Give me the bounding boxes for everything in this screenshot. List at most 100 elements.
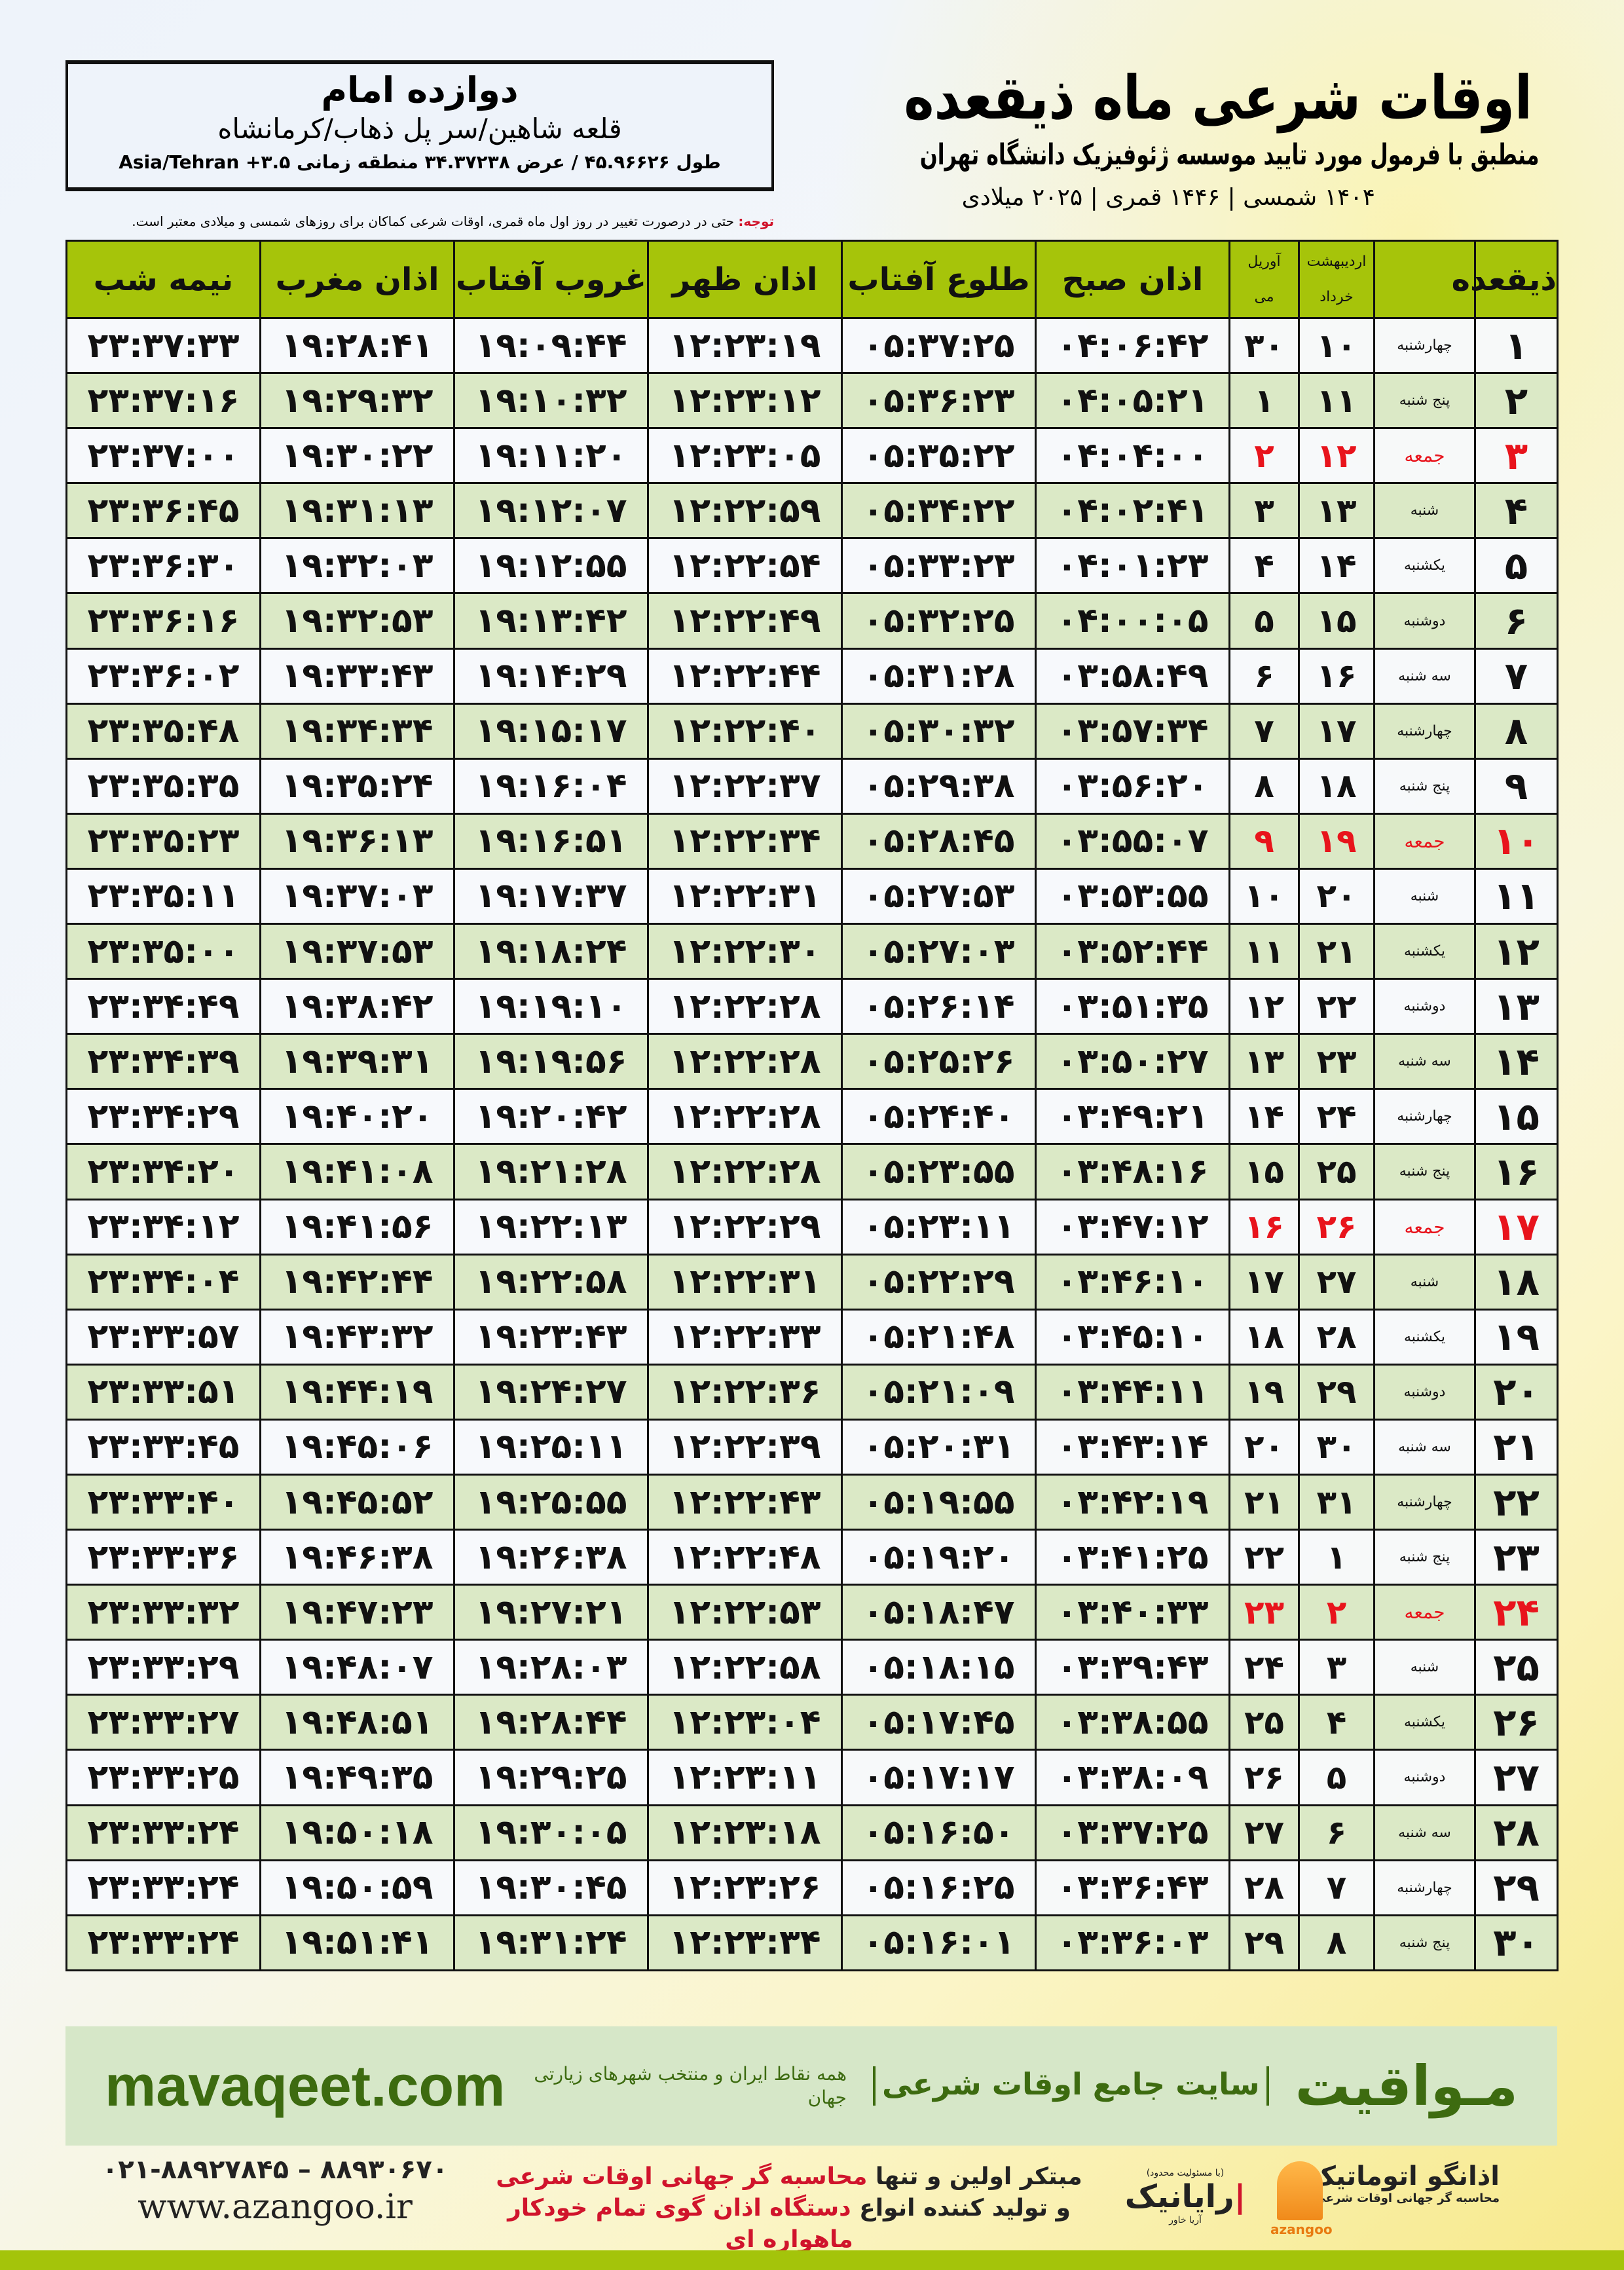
- table-row: ۲۰ دوشنبه ۲۹ ۱۹ ۰۳:۴۴:۱۱ ۰۵:۲۱:۰۹ ۱۲:۲۲:۳۶ ۱۹:۲…: [65, 1363, 1559, 1421]
- cell-gregorian-day: ۱۸: [1228, 1308, 1300, 1366]
- cell-fajr: ۰۳:۳۷:۲۵: [1035, 1804, 1230, 1861]
- table-row: ۸ چهارشنبه ۱۷ ۷ ۰۳:۵۷:۳۴ ۰۵:۳۰:۳۲ ۱۲:۲۲:۴۰ ۱۹:۱…: [65, 702, 1559, 760]
- cell-weekday: جمعه: [1373, 812, 1476, 870]
- cell-maghrib: ۱۹:۳۹:۳۱: [259, 1033, 455, 1090]
- table-row: ۶ دوشنبه ۱۵ ۵ ۰۴:۰۰:۰۵ ۰۵:۳۲:۲۵ ۱۲:۲۲:۴۹ ۱۹:۱۳:…: [65, 592, 1559, 650]
- cell-day: ۲۸: [1474, 1804, 1559, 1861]
- cell-day: ۱۰: [1474, 812, 1559, 870]
- cell-day: ۱۹: [1474, 1308, 1559, 1366]
- cell-midnight: ۲۳:۳۴:۴۹: [65, 978, 261, 1035]
- cell-maghrib: ۱۹:۳۵:۲۴: [259, 757, 455, 815]
- cell-sunset: ۱۹:۲۱:۲۸: [453, 1143, 649, 1200]
- cell-sunset: ۱۹:۱۲:۵۵: [453, 537, 649, 595]
- cell-fajr: ۰۳:۳۸:۵۵: [1035, 1694, 1230, 1751]
- cell-fajr: ۰۳:۵۲:۴۴: [1035, 923, 1230, 980]
- cell-sunset: ۱۹:۱۴:۲۹: [453, 647, 649, 705]
- cell-sunrise: ۰۵:۱۶:۵۰: [841, 1804, 1037, 1861]
- cell-weekday: سه شنبه: [1373, 1033, 1476, 1090]
- cell-midnight: ۲۳:۳۳:۲۴: [65, 1914, 261, 1971]
- cell-day: ۱: [1474, 316, 1559, 375]
- cell-weekday: چهارشنبه: [1373, 1088, 1476, 1145]
- cell-sunrise: ۰۵:۱۹:۵۵: [841, 1473, 1037, 1531]
- cell-midnight: ۲۳:۳۵:۳۵: [65, 757, 261, 815]
- cell-maghrib: ۱۹:۳۸:۴۲: [259, 978, 455, 1035]
- cell-sunset: ۱۹:۱۲:۰۷: [453, 482, 649, 540]
- cell-fajr: ۰۴:۰۴:۰۰: [1035, 427, 1230, 485]
- cell-maghrib: ۱۹:۵۱:۴۱: [259, 1914, 455, 1971]
- header-dhuhr: اذان ظهر: [647, 240, 843, 319]
- cell-sunset: ۱۹:۲۵:۱۱: [453, 1418, 649, 1476]
- table-row: ۲۷ دوشنبه ۵ ۲۶ ۰۳:۳۸:۰۹ ۰۵:۱۷:۱۷ ۱۲:۲۳:۱۱ ۱۹:۲۹…: [65, 1749, 1559, 1806]
- banner-site-link[interactable]: mavaqeet.com: [105, 2053, 506, 2118]
- header-shamsi: اردیبهشت خرداد: [1298, 240, 1375, 319]
- cell-fajr: ۰۴:۰۲:۴۱: [1035, 482, 1230, 540]
- contact-info: ۰۲۱-۸۸۹۲۷۸۴۵ – ۸۸۹۳۰۶۷۰ www.azangoo.ir: [79, 2155, 471, 2227]
- cell-maghrib: ۱۹:۳۲:۰۳: [259, 537, 455, 595]
- cell-dhuhr: ۱۲:۲۲:۲۸: [647, 1143, 843, 1200]
- rayanik-name: رایانیک: [1124, 2178, 1234, 2215]
- cell-dhuhr: ۱۲:۲۲:۲۹: [647, 1198, 843, 1256]
- cell-shamsi-day: ۱۸: [1298, 757, 1375, 815]
- banner-slogan: سایت جامع اوقات شرعی: [866, 2066, 1276, 2106]
- cell-dhuhr: ۱۲:۲۲:۳۱: [647, 867, 843, 925]
- cell-weekday: چهارشنبه: [1373, 702, 1476, 760]
- cell-dhuhr: ۱۲:۲۲:۵۳: [647, 1584, 843, 1641]
- cell-sunrise: ۰۵:۱۸:۴۷: [841, 1584, 1037, 1641]
- cell-gregorian-day: ۲۰: [1228, 1418, 1300, 1476]
- cell-sunrise: ۰۵:۳۷:۲۵: [841, 316, 1037, 375]
- table-row: ۲۸ سه شنبه ۶ ۲۷ ۰۳:۳۷:۲۵ ۰۵:۱۶:۵۰ ۱۲:۲۳:۱۸ ۱۹:۳…: [65, 1804, 1559, 1861]
- cell-sunrise: ۰۵:۲۹:۳۸: [841, 757, 1037, 815]
- cell-gregorian-day: ۹: [1228, 812, 1300, 870]
- cell-fajr: ۰۴:۰۵:۲۱: [1035, 372, 1230, 430]
- cell-dhuhr: ۱۲:۲۲:۴۸: [647, 1529, 843, 1586]
- cell-day: ۱۵: [1474, 1088, 1559, 1145]
- cell-dhuhr: ۱۲:۲۲:۴۹: [647, 592, 843, 650]
- header-gregorian: آوریل می: [1228, 240, 1300, 319]
- cell-maghrib: ۱۹:۲۸:۴۱: [259, 316, 455, 375]
- cell-maghrib: ۱۹:۴۶:۳۸: [259, 1529, 455, 1586]
- cell-day: ۱۴: [1474, 1033, 1559, 1090]
- cell-shamsi-day: ۲۲: [1298, 978, 1375, 1035]
- table-row: ۲۱ سه شنبه ۳۰ ۲۰ ۰۳:۴۳:۱۴ ۰۵:۲۰:۳۱ ۱۲:۲۲:۳۹ ۱۹:…: [65, 1418, 1559, 1476]
- cell-weekday: دوشنبه: [1373, 1749, 1476, 1806]
- cell-fajr: ۰۳:۵۳:۵۵: [1035, 867, 1230, 925]
- cell-dhuhr: ۱۲:۲۳:۱۹: [647, 316, 843, 375]
- cell-sunrise: ۰۵:۳۱:۲۸: [841, 647, 1037, 705]
- cell-sunset: ۱۹:۱۶:۰۴: [453, 757, 649, 815]
- cell-shamsi-day: ۲۷: [1298, 1253, 1375, 1311]
- cell-fajr: ۰۳:۴۴:۱۱: [1035, 1363, 1230, 1421]
- cell-sunrise: ۰۵:۳۰:۳۲: [841, 702, 1037, 760]
- cell-maghrib: ۱۹:۴۱:۰۸: [259, 1143, 455, 1200]
- cell-day: ۳: [1474, 427, 1559, 485]
- cell-day: ۲۴: [1474, 1584, 1559, 1641]
- cell-fajr: ۰۳:۴۹:۲۱: [1035, 1088, 1230, 1145]
- cell-maghrib: ۱۹:۴۸:۵۱: [259, 1694, 455, 1751]
- cell-midnight: ۲۳:۳۴:۱۲: [65, 1198, 261, 1256]
- cell-weekday: سه شنبه: [1373, 647, 1476, 705]
- cell-weekday: یکشنبه: [1373, 923, 1476, 980]
- cell-day: ۲۰: [1474, 1363, 1559, 1421]
- table-row: ۲۵ شنبه ۳ ۲۴ ۰۳:۳۹:۴۳ ۰۵:۱۸:۱۵ ۱۲:۲۲:۵۸ ۱۹:۲۸:۰…: [65, 1639, 1559, 1696]
- rayanik-logo: (با مسئولیت محدود) |رایانیک آریا خاور: [1113, 2168, 1257, 2225]
- cell-sunset: ۱۹:۱۹:۱۰: [453, 978, 649, 1035]
- azangoo-name: اذانگو اتوماتیک: [1308, 2161, 1500, 2191]
- cell-fajr: ۰۳:۴۲:۱۹: [1035, 1473, 1230, 1531]
- banner-slogan-text: سایت جامع اوقات شرعی: [881, 2066, 1260, 2102]
- note-text: حتی در درصورت تغییر در روز اول ماه قمری،…: [132, 214, 739, 229]
- cell-weekday: دوشنبه: [1373, 978, 1476, 1035]
- phone-numbers: ۰۲۱-۸۸۹۲۷۸۴۵ – ۸۸۹۳۰۶۷۰: [101, 2155, 449, 2185]
- table-header-row: ذیقعده اردیبهشت خرداد آوریل می اذان صبح طل…: [65, 240, 1559, 319]
- cell-sunset: ۱۹:۰۹:۴۴: [453, 316, 649, 375]
- cell-fajr: ۰۴:۰۰:۰۵: [1035, 592, 1230, 650]
- cell-gregorian-day: ۲۲: [1228, 1529, 1300, 1586]
- promo-line-2-highlight: دستگاه اذان گوی تمام خودکار ماهواره ای: [507, 2195, 853, 2253]
- banner-brand: مـواقیت: [1295, 2054, 1518, 2118]
- cell-midnight: ۲۳:۳۴:۲۹: [65, 1088, 261, 1145]
- cell-midnight: ۲۳:۳۳:۲۴: [65, 1804, 261, 1861]
- azangoo-url[interactable]: www.azangoo.ir: [138, 2187, 413, 2227]
- cell-gregorian-day: ۱۹: [1228, 1363, 1300, 1421]
- cell-maghrib: ۱۹:۲۹:۳۲: [259, 372, 455, 430]
- cell-sunrise: ۰۵:۱۹:۲۰: [841, 1529, 1037, 1586]
- table-row: ۱ چهارشنبه ۱۰ ۳۰ ۰۴:۰۶:۴۲ ۰۵:۳۷:۲۵ ۱۲:۲۳:۱۹ ۱۹:…: [65, 316, 1559, 375]
- cell-gregorian-day: ۲۸: [1228, 1859, 1300, 1916]
